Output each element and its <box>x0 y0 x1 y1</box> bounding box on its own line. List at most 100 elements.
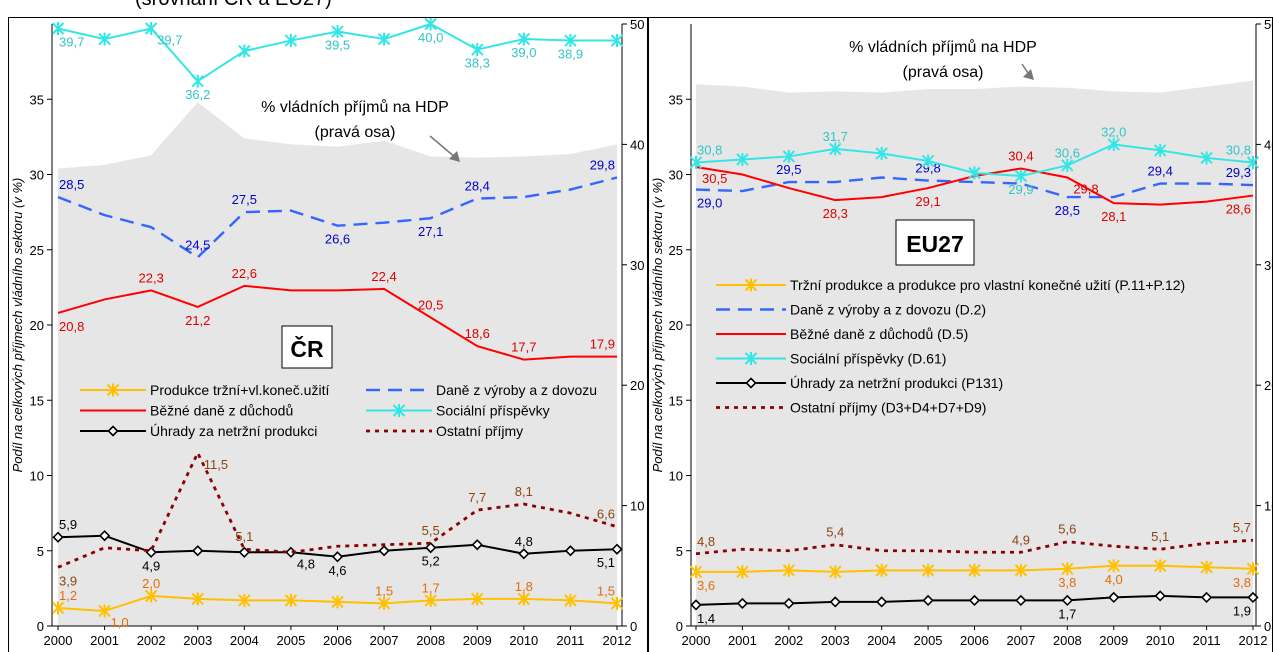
eu-series-4-point <box>922 594 934 607</box>
eu-series-4-point <box>736 597 749 610</box>
cr-series-4-point <box>52 531 64 543</box>
eu-series-3-data-label: 31,7 <box>823 129 848 144</box>
cr-series-5-data-label: 11,5 <box>204 457 228 472</box>
cr-series-4-point <box>378 545 390 557</box>
eu-series-2-data-label: 28,3 <box>823 206 848 221</box>
eu-area-note-line2: (pravá osa) <box>903 64 984 81</box>
eu-legend-label-0: Tržní produkce a produkce pro vlastní ko… <box>790 277 1185 293</box>
cr-xtick-label: 2003 <box>183 633 212 648</box>
eu-series-1-data-label: 28,5 <box>1055 203 1080 218</box>
cr-legend-marker-4 <box>107 425 119 437</box>
eu-series-4-point <box>1015 594 1027 607</box>
cr-series-3-data-label: 39,7 <box>157 33 182 48</box>
eu-xtick-label: 2006 <box>960 633 989 648</box>
cr-series-0-data-label: 1,2 <box>59 588 77 603</box>
eu-series-0-data-label: 3,8 <box>1233 575 1251 590</box>
cr-series-4-point <box>518 548 530 560</box>
cr-xtick-label: 2001 <box>90 633 119 648</box>
cr-series-0-data-label: 2,0 <box>142 576 160 591</box>
eu-series-1-data-label: 29,5 <box>776 162 801 177</box>
eu-xtick-label: 2003 <box>821 633 850 648</box>
eu-legend-label-5: Ostatní příjmy (D3+D4+D7+D9) <box>790 400 986 416</box>
cr-series-4-point <box>425 542 437 554</box>
eu-series-5-data-label: 4,9 <box>1012 532 1030 547</box>
cr-series-1-data-label: 29,8 <box>590 158 615 173</box>
cr-series-2-data-label: 17,7 <box>511 340 536 355</box>
cr-series-2-data-label: 17,9 <box>590 337 615 352</box>
eu-series-5-data-label: 5,1 <box>1151 529 1169 544</box>
cr-series-5-data-label: 3,9 <box>59 573 77 588</box>
cr-series-4-point <box>192 545 204 557</box>
eu-y2tick-label: 20 <box>1264 378 1273 393</box>
cr-area-note-line2: (pravá osa) <box>315 124 396 141</box>
eu-series-1-data-label: 29,8 <box>915 161 940 176</box>
cr-xtick-label: 2007 <box>370 633 399 648</box>
cr-series-4-data-label: 4,8 <box>515 534 533 549</box>
cr-y2tick-label: 0 <box>630 619 637 634</box>
eu-ytick-label: 10 <box>669 469 683 484</box>
cr-series-4-point <box>98 530 111 542</box>
eu-xtick-label: 2008 <box>1053 633 1082 648</box>
cr-series-2-data-label: 18,6 <box>465 326 490 341</box>
cr-series-3-data-label: 38,9 <box>558 47 583 62</box>
cr-xtick-label: 2009 <box>463 633 492 648</box>
eu-series-4-point <box>783 597 795 610</box>
cr-hdp-area <box>58 102 617 626</box>
cr-chart: 0 5 10 15 20 25 30 35 0 10 20 30 40 50 2000 2001 2002 200… <box>8 17 648 652</box>
eu-ytick-label: 25 <box>669 243 683 258</box>
cr-series-4-data-label: 4,9 <box>142 558 160 573</box>
cr-panel-frame <box>8 17 648 652</box>
cr-xtick-label: 2012 <box>603 633 632 648</box>
eu-series-5-data-label: 4,8 <box>697 534 715 549</box>
eu-series-3-data-label: 29,9 <box>1008 182 1033 197</box>
cr-series-5-data-label: 6,6 <box>597 507 615 522</box>
eu-series-4-point <box>876 596 888 608</box>
cr-xtick-label: 2008 <box>416 633 445 648</box>
eu-series-2-data-label: 30,5 <box>702 171 727 186</box>
eu-legend-label-1: Daně z výroby a z dovozu (D.2) <box>790 302 986 318</box>
eu-series-4-point <box>1200 591 1213 604</box>
eu-series-5-line <box>695 538 1254 556</box>
cr-legend-label-2: Běžné daně z důchodů <box>150 403 293 419</box>
cr-series-4-data-label: 4,6 <box>328 563 346 578</box>
eu-ytick-label: 0 <box>676 619 683 634</box>
cr-xtick-label: 2011 <box>556 633 584 648</box>
eu-xtick-label: 2001 <box>728 633 757 648</box>
cr-y2tick-label: 20 <box>630 378 644 393</box>
cr-xtick-label: 2010 <box>509 633 538 648</box>
eu-series-5-data-label: 5,7 <box>1233 520 1251 535</box>
eu-chart: 0 5 10 15 20 25 30 35 0 10 20 30 40 50 2000 2001 2002 200… <box>648 17 1273 652</box>
cr-series-3-data-label: 38,3 <box>465 56 490 71</box>
cr-y2tick-label: 10 <box>630 499 644 514</box>
cr-series-0-data-label: 1,5 <box>375 583 393 598</box>
eu-hdp-area <box>696 80 1253 626</box>
cr-series-3-data-label: 39,5 <box>325 38 350 53</box>
cr-ytick-label: 30 <box>30 168 44 183</box>
cr-series-5-data-label: 5,1 <box>235 529 253 544</box>
cr-y2tick-label: 50 <box>630 17 644 32</box>
cr-series-1-data-label: 27,5 <box>232 192 257 207</box>
eu-region-box <box>895 219 975 266</box>
cr-series-3-data-label: 36,2 <box>185 87 210 102</box>
eu-legend-marker-4 <box>745 377 757 389</box>
eu-xtick-label: 2004 <box>867 633 896 648</box>
cr-xtick-label: 2005 <box>276 633 305 648</box>
eu-series-1-data-label: 29,4 <box>1148 164 1173 179</box>
cr-ytick-label: 10 <box>30 469 44 484</box>
eu-series-2-data-label: 29,1 <box>915 194 940 209</box>
cr-series-4-data-label: 5,9 <box>59 517 77 532</box>
eu-ytick-label: 5 <box>676 544 683 559</box>
eu-series-3-data-label: 32,0 <box>1101 124 1126 139</box>
eu-series-3-data-label: 30,8 <box>1226 142 1251 157</box>
cr-series-0-data-label: 1,8 <box>515 579 533 594</box>
cr-ytick-label: 0 <box>37 619 44 634</box>
cr-y2tick-label: 40 <box>630 137 644 152</box>
eu-series-4-point <box>1154 590 1166 602</box>
cr-area-arrow-head <box>449 151 460 162</box>
eu-series-5-data-label: 5,6 <box>1058 522 1076 537</box>
eu-ytick-label: 20 <box>669 318 683 333</box>
cr-series-3-data-label: 40,0 <box>418 30 443 45</box>
eu-series-4-point <box>1108 591 1120 604</box>
eu-region-label: EU27 <box>906 231 964 257</box>
